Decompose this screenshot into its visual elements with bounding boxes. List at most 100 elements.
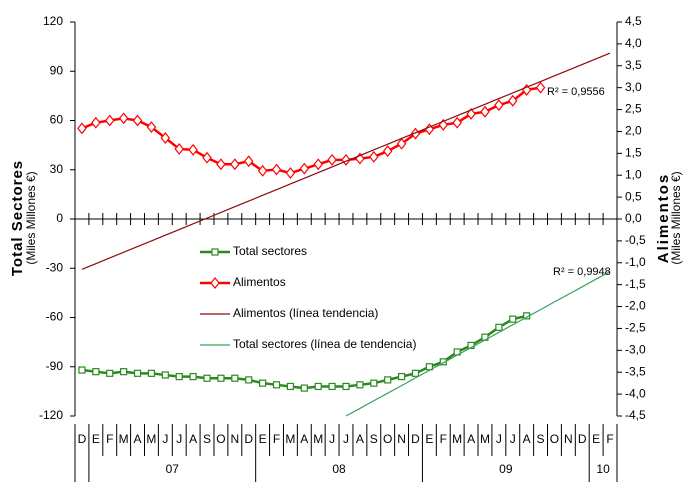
group-label: 07 — [166, 462, 180, 476]
y-axis-subtitle: (Miles Millones €) — [24, 171, 38, 264]
marker — [161, 371, 169, 379]
marker — [78, 366, 86, 374]
y2-tick-label: -3,5 — [625, 364, 646, 378]
y2-tick-label: 2,5 — [625, 102, 642, 116]
series-line — [81, 86, 541, 175]
marker — [160, 132, 171, 144]
marker — [118, 112, 129, 125]
group-label: 08 — [332, 462, 346, 476]
marker — [397, 373, 406, 381]
y-tick-label: 90 — [50, 63, 64, 77]
x-tick-label: A — [189, 432, 197, 446]
x-tick-label: F — [273, 432, 280, 446]
group-label: 10 — [596, 462, 610, 476]
x-tick-label: N — [397, 432, 406, 446]
legend-label: Total sectores (línea de tendencia) — [233, 337, 416, 351]
marker — [509, 315, 517, 323]
y2-tick-label: 3,5 — [625, 58, 642, 72]
y-tick-label: 30 — [50, 162, 64, 176]
x-tick-label: J — [510, 432, 516, 446]
marker — [271, 163, 282, 176]
marker — [202, 151, 212, 164]
y2-tick-label: -3,0 — [625, 343, 646, 357]
x-tick-label: F — [606, 432, 613, 446]
marker — [314, 382, 322, 391]
marker — [77, 122, 87, 135]
marker — [146, 121, 157, 134]
x-tick-label: M — [480, 432, 490, 446]
x-tick-label: F — [440, 432, 447, 446]
marker — [133, 369, 142, 377]
x-tick-label: N — [564, 432, 573, 446]
marker — [203, 374, 211, 382]
marker — [452, 116, 462, 129]
y2-tick-label: -1,0 — [625, 255, 646, 269]
x-tick-label: O — [216, 432, 225, 446]
x-tick-label: O — [383, 432, 392, 446]
x-tick-label: D — [78, 432, 87, 446]
marker — [508, 94, 518, 107]
y-axis-title: Total Sectores — [9, 160, 26, 276]
y2-tick-label: 4,0 — [625, 36, 642, 50]
marker — [147, 369, 156, 377]
group-label: 09 — [499, 462, 513, 476]
y2-axis-title: Alimentos — [655, 173, 672, 264]
marker — [217, 374, 225, 382]
y2-axis-subtitle: (Miles Millones €) — [669, 171, 683, 264]
marker — [480, 105, 490, 118]
x-tick-label: A — [134, 432, 142, 446]
series-line — [81, 52, 611, 270]
y-tick-label: -60 — [46, 310, 64, 324]
marker — [132, 114, 143, 127]
y-tick-label: 60 — [50, 113, 64, 127]
marker — [259, 379, 267, 387]
y2-tick-label: -4,0 — [625, 386, 646, 400]
y-tick-label: -120 — [39, 408, 63, 422]
x-tick-label: J — [496, 432, 502, 446]
marker — [245, 376, 253, 384]
y2-tick-label: 3,0 — [625, 80, 642, 94]
x-tick-label: F — [106, 432, 113, 446]
legend-label: Total sectores — [233, 244, 307, 258]
x-tick-label: M — [313, 432, 323, 446]
x-tick-label: D — [411, 432, 420, 446]
marker — [313, 158, 323, 171]
marker — [342, 382, 350, 391]
y2-tick-label: -2,5 — [625, 321, 646, 335]
legend-marker — [211, 248, 219, 256]
y-tick-label: -30 — [46, 260, 64, 274]
y2-tick-label: -0,5 — [625, 233, 646, 247]
y2-tick-label: 2,0 — [625, 124, 642, 138]
marker — [272, 381, 281, 389]
x-tick-label: M — [146, 432, 156, 446]
marker — [188, 143, 198, 156]
marker — [535, 81, 546, 94]
marker — [396, 137, 407, 150]
y2-tick-label: -1,5 — [625, 277, 646, 291]
y2-tick-label: 0,5 — [625, 189, 642, 203]
x-tick-label: J — [343, 432, 349, 446]
x-tick-label: J — [162, 432, 168, 446]
marker — [382, 145, 393, 158]
marker — [384, 376, 392, 384]
x-tick-label: J — [329, 432, 335, 446]
marker — [106, 369, 114, 377]
marker — [299, 162, 310, 175]
annotation: R² = 0,9556 — [547, 86, 605, 98]
x-tick-label: N — [230, 432, 239, 446]
marker — [175, 373, 183, 381]
marker — [300, 384, 308, 392]
annotation: R² = 0,9948 — [553, 266, 611, 278]
marker — [174, 142, 184, 155]
y-tick-label: -90 — [46, 359, 64, 373]
x-tick-label: D — [578, 432, 587, 446]
marker — [411, 369, 420, 377]
y2-tick-label: -4,5 — [625, 408, 646, 422]
marker — [328, 382, 336, 391]
x-tick-label: D — [244, 432, 253, 446]
marker — [230, 158, 240, 171]
legend-label: Alimentos — [233, 275, 286, 289]
marker — [243, 155, 254, 168]
marker — [494, 99, 504, 112]
marker — [285, 167, 296, 179]
